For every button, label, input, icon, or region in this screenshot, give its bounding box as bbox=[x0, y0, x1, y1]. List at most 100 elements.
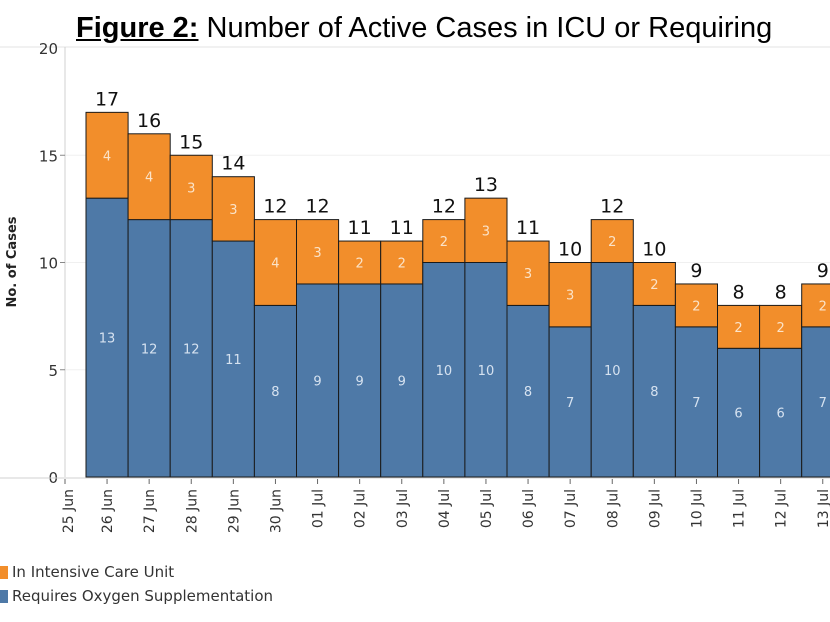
x-tick-label: 11 Jul bbox=[732, 489, 748, 528]
data-label-total: 12 bbox=[600, 196, 624, 218]
x-tick-label: 10 Jul bbox=[689, 489, 705, 528]
x-tick-label: 07 Jul bbox=[563, 489, 579, 528]
data-label-icu: 3 bbox=[187, 181, 195, 196]
figure-number: Figure 2: bbox=[76, 12, 199, 44]
legend-label-icu: In Intensive Care Unit bbox=[12, 563, 175, 581]
bar-oxygen bbox=[169, 219, 213, 478]
bar-oxygen bbox=[296, 283, 340, 478]
bar-icu bbox=[464, 197, 508, 263]
data-label-oxygen: 10 bbox=[604, 364, 621, 379]
bar-icu bbox=[759, 304, 803, 349]
x-tick-label: 27 Jun bbox=[142, 489, 158, 533]
x-tick-label: 01 Jul bbox=[311, 489, 327, 528]
bar-icu bbox=[548, 262, 592, 328]
legend-swatch-icu bbox=[0, 565, 8, 579]
data-label-icu: 2 bbox=[734, 321, 742, 336]
bar-oxygen bbox=[127, 219, 171, 478]
chart-title: Figure 2: Number of Active Cases in ICU … bbox=[76, 12, 772, 45]
data-label-oxygen: 6 bbox=[777, 407, 785, 422]
data-label-total: 11 bbox=[390, 217, 414, 239]
data-label-oxygen: 8 bbox=[524, 385, 532, 400]
x-tick-label: 08 Jul bbox=[605, 489, 621, 528]
data-label-icu: 2 bbox=[650, 278, 658, 293]
data-label-icu: 2 bbox=[819, 299, 827, 314]
bar-oxygen bbox=[590, 262, 634, 478]
data-label-total: 15 bbox=[179, 131, 203, 153]
bar-oxygen bbox=[85, 197, 129, 478]
y-tick-label: 20 bbox=[39, 40, 58, 58]
bar-oxygen bbox=[674, 326, 719, 478]
bar-icu bbox=[127, 133, 171, 221]
x-tick-label: 30 Jun bbox=[268, 489, 284, 533]
data-label-icu: 2 bbox=[440, 235, 448, 250]
bar-oxygen bbox=[632, 304, 676, 478]
data-label-oxygen: 6 bbox=[734, 407, 742, 422]
y-tick-label: 15 bbox=[39, 147, 58, 165]
data-label-total: 9 bbox=[690, 260, 702, 282]
data-label-total: 12 bbox=[263, 196, 287, 218]
data-label-icu: 3 bbox=[482, 224, 490, 239]
x-tick-label: 29 Jun bbox=[226, 489, 242, 533]
data-label-total: 8 bbox=[775, 281, 787, 303]
data-label-oxygen: 7 bbox=[566, 396, 574, 411]
data-label-oxygen: 7 bbox=[692, 396, 700, 411]
data-label-total: 13 bbox=[474, 174, 498, 196]
data-label-total: 16 bbox=[137, 110, 161, 132]
bar-icu bbox=[380, 240, 424, 285]
bar-icu bbox=[717, 304, 761, 349]
data-label-oxygen: 7 bbox=[819, 396, 827, 411]
figure-caption: Number of Active Cases in ICU or Requiri… bbox=[198, 12, 773, 44]
x-tick-label: 25 Jun bbox=[61, 489, 77, 533]
bar-icu bbox=[169, 154, 213, 221]
legend-swatch-oxygen bbox=[0, 589, 8, 603]
data-label-icu: 3 bbox=[524, 267, 532, 282]
data-label-oxygen: 10 bbox=[436, 364, 453, 379]
data-label-oxygen: 9 bbox=[356, 374, 364, 389]
data-label-oxygen: 11 bbox=[225, 353, 242, 368]
data-label-total: 11 bbox=[348, 217, 372, 239]
bar-icu bbox=[211, 176, 255, 242]
x-tick-label: 28 Jun bbox=[184, 489, 200, 533]
data-label-total: 9 bbox=[817, 260, 829, 282]
bar-oxygen bbox=[211, 240, 255, 478]
x-tick-label: 09 Jul bbox=[647, 489, 663, 528]
data-label-total: 14 bbox=[221, 153, 245, 175]
x-axis: 25 Jun 26 Jun 27 Jun 28 Jun 29 Jun 30 Jun 01 J… bbox=[0, 477, 830, 533]
data-label-total: 10 bbox=[642, 239, 666, 261]
legend-item-oxygen[interactable]: Requires Oxygen Supplementation bbox=[0, 584, 273, 608]
data-label-icu: 2 bbox=[398, 257, 406, 272]
data-label-total: 17 bbox=[95, 88, 119, 110]
bar-icu bbox=[85, 111, 129, 199]
bar-icu bbox=[296, 219, 340, 285]
data-label-oxygen: 10 bbox=[478, 364, 495, 379]
data-label-icu: 4 bbox=[103, 149, 111, 164]
data-label-oxygen: 9 bbox=[313, 374, 321, 389]
bar-icu bbox=[253, 219, 297, 306]
data-label-icu: 2 bbox=[777, 321, 785, 336]
legend-item-icu[interactable]: In Intensive Care Unit bbox=[0, 560, 273, 584]
data-label-total: 11 bbox=[516, 217, 540, 239]
data-label-oxygen: 12 bbox=[183, 342, 200, 357]
data-label-icu: 4 bbox=[145, 171, 153, 186]
data-label-icu: 3 bbox=[313, 246, 321, 261]
bar-icu bbox=[338, 240, 382, 285]
bar-oxygen bbox=[253, 304, 297, 478]
data-label-oxygen: 8 bbox=[650, 385, 658, 400]
bar-icu bbox=[632, 262, 676, 306]
bar-icu bbox=[801, 283, 830, 328]
x-tick-label: 02 Jul bbox=[353, 489, 369, 528]
bars: 13 4 17 12 4 16 12 3 15 11 3 14 8 4 12 9 3 12 9 2 11 9 2 11 10 2 1… bbox=[85, 88, 830, 478]
data-label-total: 10 bbox=[558, 239, 582, 261]
y-tick-label: 5 bbox=[48, 362, 58, 380]
y-axis-label: No. of Cases bbox=[5, 216, 20, 307]
data-label-icu: 3 bbox=[566, 289, 574, 304]
y-tick-label: 10 bbox=[39, 255, 58, 273]
data-label-icu: 4 bbox=[271, 257, 279, 272]
data-label-total: 12 bbox=[432, 196, 456, 218]
x-tick-label: 05 Jul bbox=[479, 489, 495, 528]
bar-icu bbox=[590, 219, 634, 264]
bar-oxygen bbox=[380, 283, 424, 478]
data-label-icu: 2 bbox=[356, 257, 364, 272]
